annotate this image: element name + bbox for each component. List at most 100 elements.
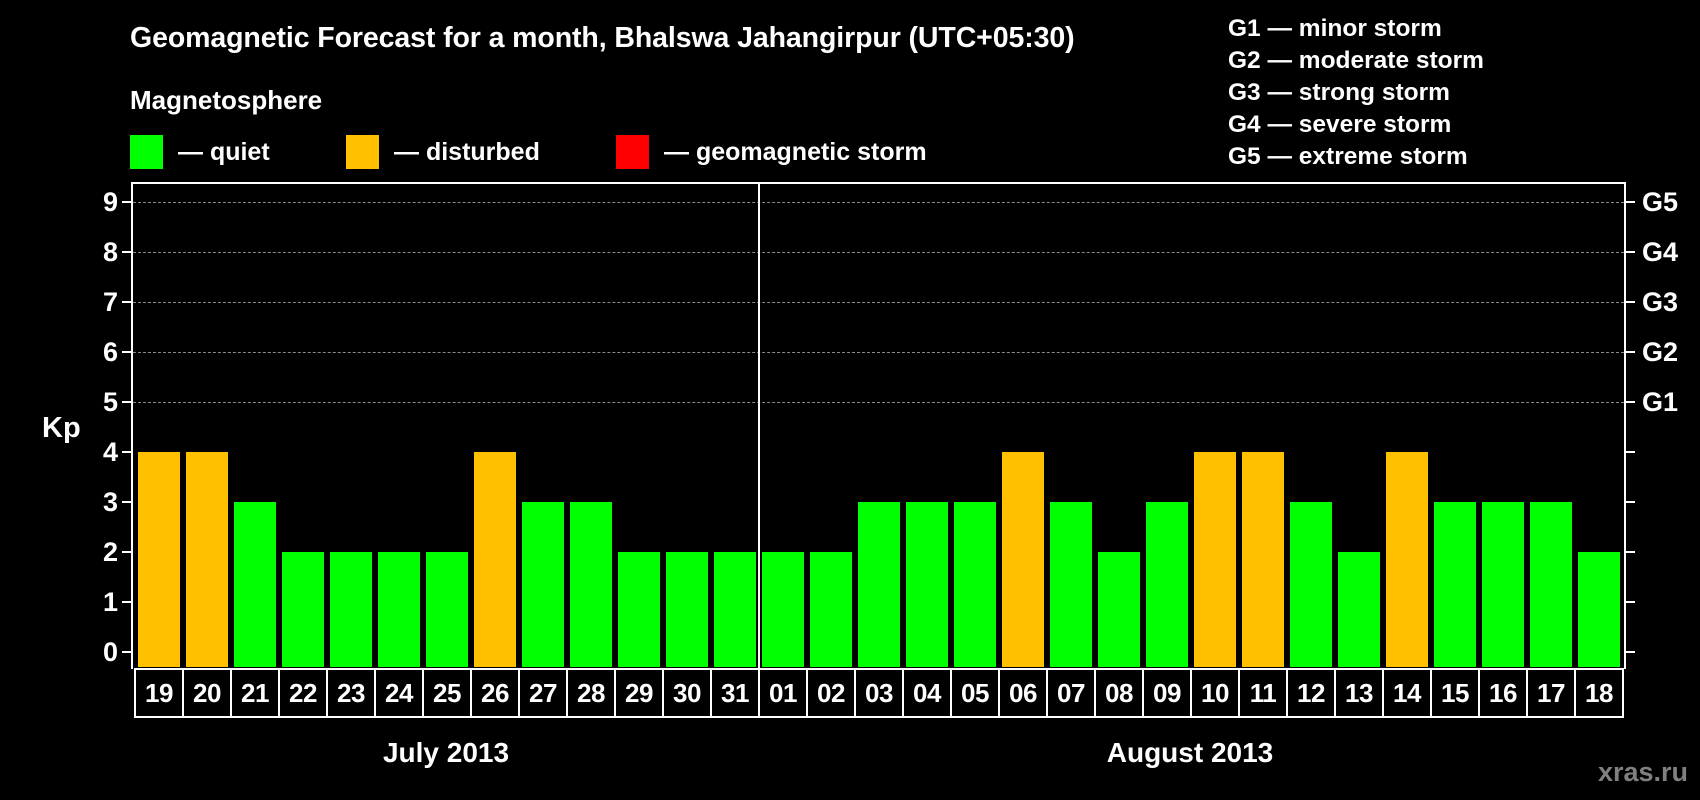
day-label: 07 (1048, 670, 1096, 716)
kp-bar-25 (426, 552, 468, 667)
kp-bar-06 (1002, 452, 1044, 667)
kp-bar-08 (1098, 552, 1140, 667)
day-label: 08 (1096, 670, 1144, 716)
day-label: 17 (1528, 670, 1576, 716)
storm-scale-g3: G3 — strong storm (1228, 79, 1450, 106)
legend-swatch-quiet (130, 135, 163, 169)
y-tick-label: 3 (102, 487, 118, 517)
y-tick-label: 7 (102, 287, 118, 317)
gridline (133, 252, 1624, 253)
y-tick (122, 401, 131, 403)
kp-bar-10 (1194, 452, 1236, 667)
legend-label-disturbed: — disturbed (394, 138, 540, 166)
day-label: 03 (856, 670, 904, 716)
gridline (133, 302, 1624, 303)
storm-scale-g5: G5 — extreme storm (1228, 143, 1468, 170)
day-label: 30 (664, 670, 712, 716)
kp-bar-02 (810, 552, 852, 667)
g-scale-label: G4 (1642, 237, 1679, 267)
right-tick (1626, 201, 1635, 203)
y-tick (122, 551, 131, 553)
kp-bar-03 (858, 502, 900, 667)
right-tick (1626, 651, 1635, 653)
gridline (133, 202, 1624, 203)
day-labels-row: 19 20 21 22 23 24 25 26 27 28 29 30 31 01 02 03 04 05 06 07… (134, 668, 1624, 718)
y-tick (122, 301, 131, 303)
kp-bar-20 (186, 452, 228, 667)
watermark: xras.ru (1597, 757, 1688, 787)
right-tick (1626, 601, 1635, 603)
kp-bar-27 (522, 502, 564, 667)
y-tick (122, 451, 131, 453)
day-label: 09 (1144, 670, 1192, 716)
legend-item-disturbed: — disturbed (346, 135, 540, 169)
day-label: 21 (232, 670, 280, 716)
y-axis-label: Kp (42, 412, 81, 444)
y-tick (122, 201, 131, 203)
day-label: 02 (808, 670, 856, 716)
y-tick-label: 2 (102, 537, 118, 567)
storm-scale-g4: G4 — severe storm (1228, 111, 1452, 138)
right-tick (1626, 301, 1635, 303)
gridline (133, 402, 1624, 403)
kp-bar-18 (1578, 552, 1620, 667)
right-tick (1626, 451, 1635, 453)
day-label: 01 (760, 670, 808, 716)
kp-bar-01 (762, 552, 804, 667)
y-tick (122, 651, 131, 653)
kp-bar-14 (1386, 452, 1428, 667)
y-tick (122, 501, 131, 503)
day-label: 18 (1585, 677, 1613, 708)
right-tick (1626, 551, 1635, 553)
kp-bar-23 (330, 552, 372, 667)
kp-bar-07 (1050, 502, 1092, 667)
y-tick-label: 6 (102, 337, 118, 367)
day-label: 19 (136, 670, 184, 716)
day-label: 28 (568, 670, 616, 716)
kp-bar-11 (1242, 452, 1284, 667)
y-tick (122, 251, 131, 253)
kp-bar-31 (714, 552, 756, 667)
y-tick-label: 1 (102, 587, 118, 617)
kp-bar-04 (906, 502, 948, 667)
kp-bar-21 (234, 502, 276, 667)
right-tick (1626, 351, 1635, 353)
storm-scale-g1: G1 — minor storm (1228, 15, 1442, 42)
kp-bar-15 (1434, 502, 1476, 667)
kp-bar-26 (474, 452, 516, 667)
g-scale-label: G2 (1642, 337, 1679, 367)
day-label: 23 (328, 670, 376, 716)
legend-label-quiet: — quiet (178, 138, 270, 166)
kp-bar-13 (1338, 552, 1380, 667)
day-label: 25 (424, 670, 472, 716)
magnetosphere-heading: Magnetosphere (130, 85, 323, 115)
y-tick-label: 8 (102, 237, 118, 267)
legend-item-storm: — geomagnetic storm (616, 135, 927, 169)
y-tick-label: 9 (102, 187, 118, 217)
storm-scale-g2: G2 — moderate storm (1228, 47, 1484, 74)
legend-label-storm: — geomagnetic storm (664, 138, 927, 166)
day-label: 20 (184, 670, 232, 716)
kp-bar-30 (666, 552, 708, 667)
g-scale-label: G3 (1642, 287, 1679, 317)
day-label: 12 (1288, 670, 1336, 716)
day-label: 13 (1336, 670, 1384, 716)
g-scale-label: G1 (1642, 387, 1679, 417)
legend-swatch-disturbed (346, 135, 379, 169)
day-label: 31 (712, 670, 760, 716)
day-label: 24 (376, 670, 424, 716)
day-label: 14 (1384, 670, 1432, 716)
day-label: 11 (1240, 670, 1288, 716)
kp-bar-28 (570, 502, 612, 667)
day-label: 22 (280, 670, 328, 716)
plot-area (131, 182, 1626, 669)
day-label: 27 (520, 670, 568, 716)
y-tick-label: 4 (102, 437, 118, 467)
y-tick-label: 5 (102, 387, 118, 417)
month-label: August 2013 (1106, 737, 1274, 768)
kp-bar-22 (282, 552, 324, 667)
kp-bar-19 (138, 452, 180, 667)
day-label: 29 (616, 670, 664, 716)
day-label: 16 (1480, 670, 1528, 716)
kp-bar-24 (378, 552, 420, 667)
